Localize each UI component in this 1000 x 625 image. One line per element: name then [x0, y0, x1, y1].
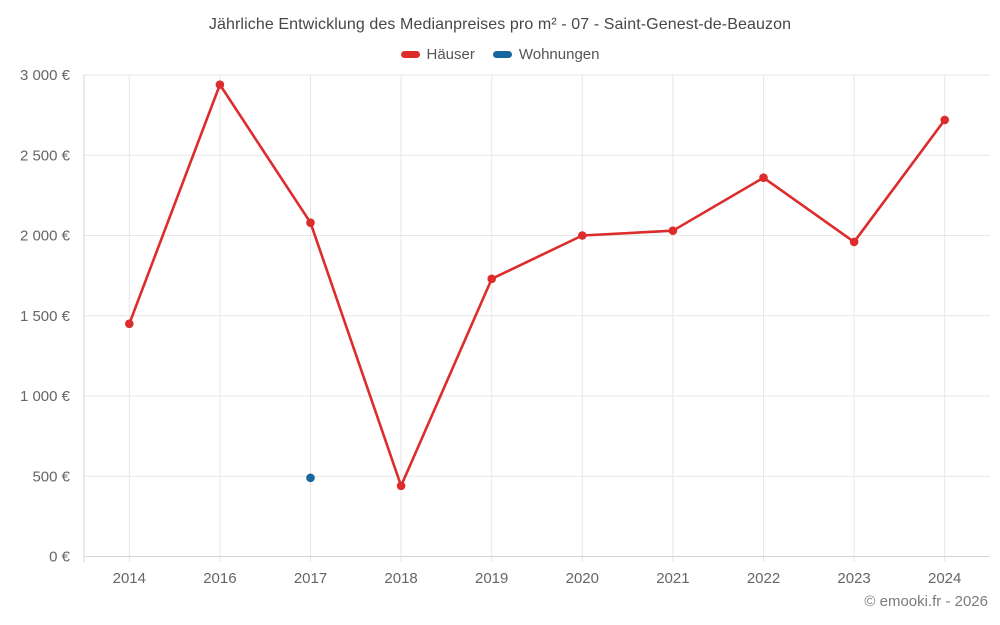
- data-point-h-user-2018[interactable]: [396, 481, 406, 491]
- x-axis-tick-label: 2020: [566, 570, 599, 587]
- y-axis-tick-label: 3 000 €: [20, 67, 71, 84]
- data-point-h-user-2019[interactable]: [487, 274, 497, 284]
- legend-item-haeuser[interactable]: Häuser: [400, 46, 475, 63]
- x-axis-tick-label: 2014: [113, 570, 146, 587]
- data-point-h-user-2020[interactable]: [578, 231, 587, 240]
- wohnungen-series-swatch-icon: [492, 51, 512, 58]
- data-point-wohnungen-2017[interactable]: [306, 473, 315, 483]
- data-point-h-user-2014[interactable]: [125, 319, 134, 329]
- data-point-h-user-2023[interactable]: [849, 237, 859, 247]
- x-axis-tick-label: 2019: [475, 570, 508, 587]
- chart-title: Jährliche Entwicklung des Medianpreises …: [208, 16, 792, 33]
- y-axis-tick-label: 1 000 €: [20, 388, 71, 405]
- x-axis-tick-label: 2023: [837, 570, 870, 587]
- x-axis-tick-label: 2017: [294, 570, 327, 587]
- y-axis-tick-label: 500 €: [32, 468, 70, 485]
- data-point-h-user-2022[interactable]: [759, 173, 768, 183]
- data-point-h-user-2021[interactable]: [668, 226, 678, 235]
- data-point-h-user-2016[interactable]: [215, 80, 225, 89]
- y-axis-tick-label: 1 500 €: [20, 308, 71, 325]
- x-axis-tick-label: 2024: [928, 570, 961, 587]
- legend-label-haeuser: Häuser: [426, 46, 475, 63]
- haeuser-series-swatch-icon: [400, 51, 420, 58]
- data-point-h-user-2017[interactable]: [306, 218, 315, 227]
- y-axis-tick-label: 2 500 €: [20, 147, 71, 164]
- legend-item-wohnungen[interactable]: Wohnungen: [492, 46, 600, 63]
- legend: Häuser Wohnungen: [0, 46, 1000, 63]
- copyright-text: © emooki.fr - 2026: [864, 593, 988, 610]
- series-line-h-user: [128, 83, 947, 488]
- data-point-h-user-2024[interactable]: [940, 115, 949, 125]
- x-axis-tick-label: 2018: [384, 570, 417, 587]
- legend-label-wohnungen: Wohnungen: [518, 46, 600, 63]
- y-axis-tick-label: 0 €: [49, 549, 71, 566]
- x-axis-tick-label: 2022: [747, 570, 780, 587]
- x-axis-tick-label: 2016: [203, 570, 236, 587]
- y-axis-tick-label: 2 000 €: [20, 228, 71, 245]
- x-axis-tick-label: 2021: [656, 570, 689, 587]
